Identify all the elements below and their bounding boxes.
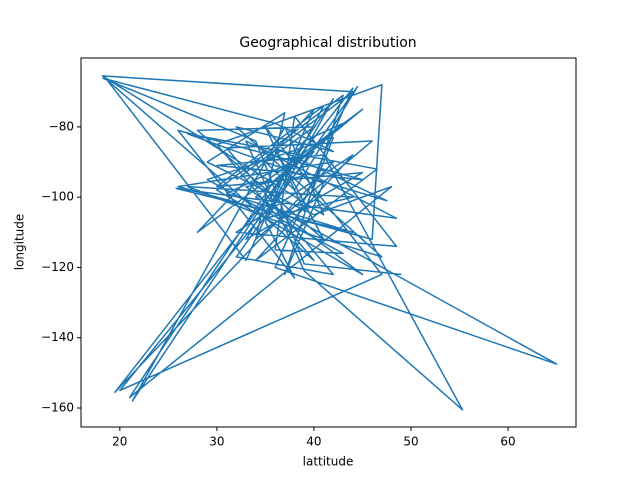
y-tick-label: −140 (41, 330, 74, 344)
x-tick-label: 20 (112, 435, 127, 449)
x-tick-label: 30 (209, 435, 224, 449)
y-tick-label: −100 (41, 190, 74, 204)
chart-title: Geographical distribution (239, 35, 416, 51)
y-axis-label: longitude (13, 214, 27, 271)
y-tick-label: −80 (49, 119, 74, 133)
x-tick-label: 40 (306, 435, 321, 449)
x-tick-label: 50 (403, 435, 418, 449)
plot-frame (80, 57, 577, 428)
x-tick-label: 60 (500, 435, 515, 449)
x-axis-label: lattitude (303, 455, 354, 469)
y-tick-label: −120 (41, 260, 74, 274)
y-tick-label: −160 (41, 401, 74, 415)
data-line (101, 75, 558, 411)
